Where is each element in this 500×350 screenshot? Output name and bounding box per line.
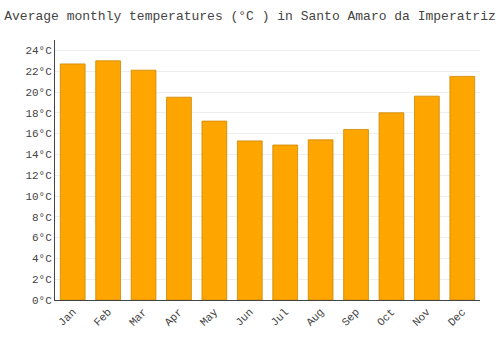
svg-text:24°C: 24°C bbox=[25, 45, 52, 57]
svg-text:Apr: Apr bbox=[162, 306, 184, 328]
svg-text:Feb: Feb bbox=[92, 306, 114, 328]
svg-text:14°C: 14°C bbox=[25, 149, 52, 161]
svg-text:12°C: 12°C bbox=[25, 170, 52, 182]
svg-text:Sep: Sep bbox=[340, 306, 362, 328]
svg-text:Nov: Nov bbox=[410, 306, 433, 329]
svg-text:8°C: 8°C bbox=[32, 212, 52, 224]
svg-text:4°C: 4°C bbox=[32, 253, 52, 265]
svg-text:22°C: 22°C bbox=[25, 66, 52, 78]
svg-text:Jun: Jun bbox=[233, 306, 255, 328]
svg-text:Aug: Aug bbox=[304, 306, 326, 328]
svg-text:10°C: 10°C bbox=[25, 191, 52, 203]
svg-text:6°C: 6°C bbox=[32, 232, 52, 244]
svg-text:Oct: Oct bbox=[375, 306, 397, 328]
svg-text:Mar: Mar bbox=[127, 306, 149, 328]
svg-text:2°C: 2°C bbox=[32, 274, 52, 286]
svg-text:20°C: 20°C bbox=[25, 87, 52, 99]
svg-text:18°C: 18°C bbox=[25, 108, 52, 120]
svg-text:Dec: Dec bbox=[446, 306, 468, 328]
svg-text:16°C: 16°C bbox=[25, 128, 52, 140]
svg-text:Average monthly temperatures (: Average monthly temperatures (°C ) in Sa… bbox=[4, 9, 495, 24]
svg-text:Jul: Jul bbox=[269, 306, 291, 328]
svg-text:May: May bbox=[198, 306, 221, 329]
svg-text:Jan: Jan bbox=[56, 306, 78, 328]
svg-text:0°C: 0°C bbox=[32, 295, 52, 307]
